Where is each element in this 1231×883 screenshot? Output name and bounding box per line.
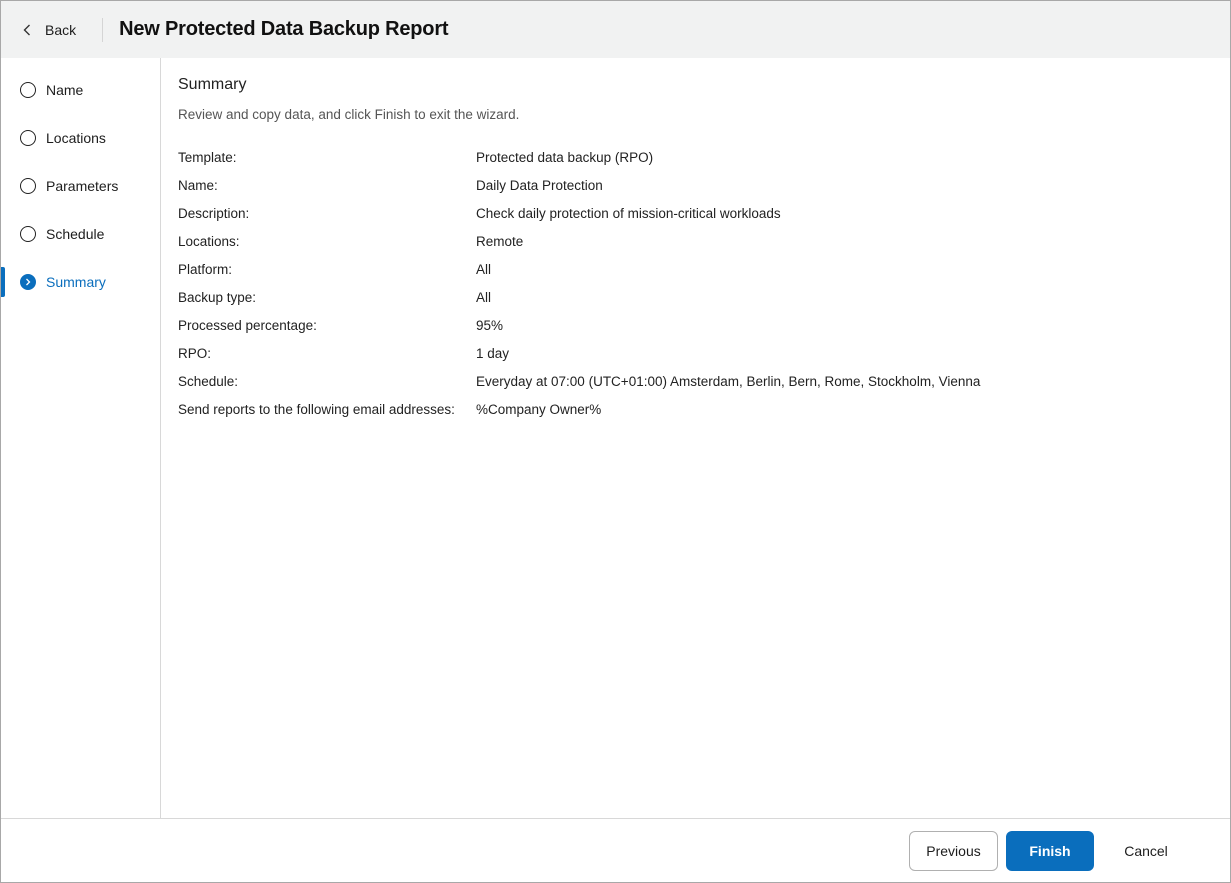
back-button[interactable]: Back	[23, 18, 76, 42]
chevron-left-icon	[23, 24, 30, 35]
sidebar-step-summary[interactable]: Summary	[1, 267, 160, 297]
summary-value: Remote	[476, 234, 524, 249]
summary-label: Locations:	[178, 234, 240, 249]
summary-value: 95%	[476, 318, 504, 333]
summary-label: Name:	[178, 178, 218, 193]
sidebar-step-locations[interactable]: Locations	[1, 123, 160, 153]
back-label: Back	[45, 21, 77, 38]
step-circle-icon	[20, 178, 36, 194]
summary-row: Backup type: All	[178, 290, 980, 318]
step-current-icon	[20, 274, 36, 290]
summary-label: Template:	[178, 150, 237, 165]
sidebar-step-name[interactable]: Name	[1, 75, 160, 105]
summary-value: Protected data backup (RPO)	[476, 150, 654, 165]
section-subtitle: Review and copy data, and click Finish t…	[178, 107, 520, 122]
summary-value: All	[476, 262, 492, 277]
step-label: Locations	[46, 130, 106, 146]
summary-row: Template: Protected data backup (RPO)	[178, 150, 980, 178]
summary-label: Schedule:	[178, 374, 239, 389]
summary-value: %Company Owner%	[476, 402, 602, 417]
page-title: New Protected Data Backup Report	[119, 18, 449, 40]
finish-button[interactable]: Finish	[1006, 831, 1094, 871]
summary-label: Backup type:	[178, 290, 257, 305]
step-label: Parameters	[46, 178, 119, 194]
step-label: Summary	[46, 274, 106, 290]
summary-label: Processed percentage:	[178, 318, 317, 333]
sidebar-step-parameters[interactable]: Parameters	[1, 171, 160, 201]
section-heading: Summary	[178, 76, 247, 93]
summary-row: Description: Check daily protection of mi…	[178, 206, 980, 234]
summary-row: Processed percentage: 95%	[178, 318, 980, 346]
summary-value: Check daily protection of mission-critic…	[476, 206, 781, 221]
summary-row: RPO: 1 day	[178, 346, 980, 374]
footer: Previous Finish Cancel	[1, 818, 1230, 882]
header: Back New Protected Data Backup Report	[1, 1, 1230, 58]
summary-row: Schedule: Everyday at 07:00 (UTC+01:00) A…	[178, 374, 980, 402]
step-label: Schedule	[46, 226, 105, 242]
previous-button[interactable]: Previous	[909, 831, 998, 871]
step-label: Name	[46, 82, 84, 98]
summary-row: Send reports to the following email addr…	[178, 402, 980, 430]
summary-value: All	[476, 290, 492, 305]
summary-list: Template: Protected data backup (RPO) Name…	[178, 150, 980, 430]
summary-value: Everyday at 07:00 (UTC+01:00) Amsterdam,…	[476, 374, 981, 389]
sidebar-step-schedule[interactable]: Schedule	[1, 219, 160, 249]
summary-label: Description:	[178, 206, 250, 221]
summary-panel: Summary Review and copy data, and click …	[178, 58, 980, 430]
cancel-button[interactable]: Cancel	[1124, 843, 1168, 859]
wizard-steps: Name Locations Parameters Schedule Summary	[1, 58, 161, 818]
header-divider	[102, 17, 104, 42]
summary-row: Platform: All	[178, 262, 980, 290]
step-circle-icon	[20, 226, 36, 242]
summary-value: Daily Data Protection	[476, 178, 603, 193]
step-circle-icon	[20, 130, 36, 146]
summary-value: 1 day	[476, 346, 510, 361]
summary-label: Send reports to the following email addr…	[178, 402, 455, 417]
summary-label: RPO:	[178, 346, 212, 361]
step-circle-icon	[20, 82, 36, 98]
summary-row: Name: Daily Data Protection	[178, 178, 980, 206]
summary-row: Locations: Remote	[178, 234, 980, 262]
summary-label: Platform:	[178, 262, 233, 277]
